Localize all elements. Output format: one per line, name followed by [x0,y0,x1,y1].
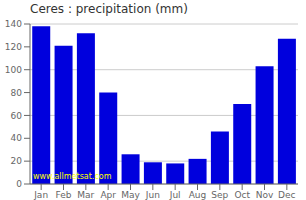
html-text:www.allmetsat.com: www.allmetsat.com [33,172,112,181]
svg-text:80: 80 [11,88,23,98]
svg-text:Dec: Dec [278,190,295,200]
svg-text:Mar: Mar [77,190,94,200]
svg-text:Aug: Aug [189,190,207,200]
svg-text:100: 100 [8,65,22,75]
svg-text:40: 40 [11,133,23,143]
svg-text:Sep: Sep [211,190,228,200]
svg-text:May: May [121,190,140,200]
svg-text:Apr: Apr [100,190,116,200]
svg-text:Jul: Jul [169,190,181,200]
svg-text:140: 140 [8,19,22,29]
svg-text:Jun: Jun [145,190,160,200]
svg-text:Nov: Nov [256,190,274,200]
svg-text:20: 20 [11,156,23,166]
svg-text:0: 0 [16,179,22,189]
html-text:Ceres : precipitation (mm): Ceres : precipitation (mm) [30,2,188,16]
svg-text:60: 60 [11,111,23,121]
svg-text:Oct: Oct [234,190,250,200]
svg-text:120: 120 [8,42,22,52]
svg-text:Jan: Jan [33,190,48,200]
svg-text:Feb: Feb [56,190,72,200]
